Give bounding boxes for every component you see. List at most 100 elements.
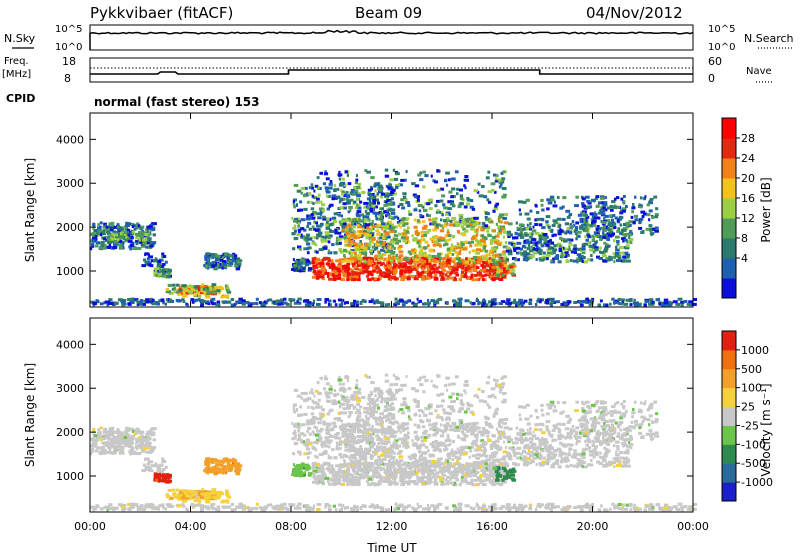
power-cell (481, 278, 485, 282)
velocity-cell (613, 506, 618, 509)
power-cell (357, 217, 361, 221)
power-cell (622, 233, 625, 237)
power-cell (345, 258, 348, 262)
power-cell (199, 285, 204, 289)
power-cell (108, 243, 112, 247)
power-cell (292, 247, 296, 251)
power-cell (368, 201, 373, 205)
power-cell (516, 302, 520, 306)
power-cell (502, 170, 506, 174)
power-cell (490, 188, 495, 192)
power-cell (511, 241, 515, 245)
power-cell (363, 201, 369, 205)
power-cell (556, 242, 561, 246)
power-cell (315, 276, 320, 280)
colorbar-tick-label: 20 (741, 172, 755, 185)
power-cell (352, 259, 356, 263)
power-cell (603, 208, 606, 212)
power-cell (298, 247, 302, 251)
power-cell (485, 253, 491, 257)
power-cell (438, 260, 441, 264)
velocity-cell (142, 446, 147, 450)
power-cell (467, 265, 470, 269)
power-cell (211, 264, 216, 268)
power-cell (579, 220, 584, 224)
power-cell (458, 278, 462, 282)
power-cell (552, 257, 555, 261)
power-cell (338, 177, 341, 181)
power-cell (568, 213, 573, 217)
power-cell (552, 250, 556, 254)
power-cell (631, 210, 634, 214)
power-cell (423, 254, 428, 258)
power-cell (518, 208, 521, 212)
velocity-cell (96, 505, 100, 509)
power-cell (458, 249, 462, 253)
power-cell (639, 218, 642, 222)
velocity-cell (273, 507, 278, 511)
power-cell (168, 291, 174, 295)
power-cell (574, 232, 578, 236)
power-cell (487, 259, 492, 263)
velocity-cell (110, 507, 115, 510)
velocity-cell (109, 445, 113, 449)
power-cell (393, 215, 398, 219)
power-cell (326, 207, 330, 211)
power-cell (223, 264, 228, 268)
velocity-cell (584, 505, 590, 509)
power-cell (401, 258, 405, 262)
power-cell (603, 249, 608, 253)
power-cell (153, 273, 157, 277)
power-cell (127, 231, 132, 235)
power-cell (571, 220, 575, 224)
power-cell (373, 263, 377, 267)
power-cell (428, 249, 433, 253)
power-cell (482, 245, 486, 249)
velocity-cell (238, 502, 243, 506)
power-cell (208, 291, 212, 294)
power-cell (209, 254, 213, 258)
power-cell (428, 207, 433, 211)
power-cell (332, 299, 336, 303)
power-cell (120, 300, 125, 304)
power-cell (155, 274, 158, 277)
power-cell (333, 251, 338, 255)
power-cell (453, 220, 458, 224)
power-cell (566, 215, 571, 219)
power-cell (318, 224, 323, 228)
velocity-cell (237, 467, 242, 471)
power-cell (330, 262, 335, 266)
velocity-cell (160, 469, 165, 473)
power-cell (565, 209, 571, 213)
power-cell (229, 262, 234, 265)
power-cell (310, 183, 314, 187)
power-cell (200, 287, 203, 291)
velocity-cell (247, 506, 250, 510)
power-cell (421, 261, 425, 265)
power-cell (433, 240, 438, 244)
velocity-cell (108, 503, 113, 507)
velocity-cell (190, 503, 195, 507)
power-cell (356, 248, 360, 252)
velocity-cell (237, 469, 241, 473)
power-cell (389, 183, 392, 187)
power-cell (396, 220, 401, 224)
power-cell (580, 255, 584, 258)
power-cell (353, 265, 359, 269)
power-cell (512, 257, 517, 261)
power-cell (407, 204, 411, 207)
velocity-cell (342, 503, 345, 507)
power-cell (688, 300, 693, 304)
velocity-cell (427, 508, 430, 512)
power-cell (351, 278, 355, 282)
power-cell (453, 245, 457, 249)
power-cell (355, 178, 359, 182)
power-cell (626, 227, 629, 231)
power-cell (603, 216, 606, 220)
velocity-cell (204, 467, 209, 471)
power-cell (402, 195, 407, 199)
velocity-cell (361, 504, 366, 508)
power-cell (417, 198, 420, 202)
power-cell (473, 189, 478, 193)
power-cell (611, 205, 616, 209)
